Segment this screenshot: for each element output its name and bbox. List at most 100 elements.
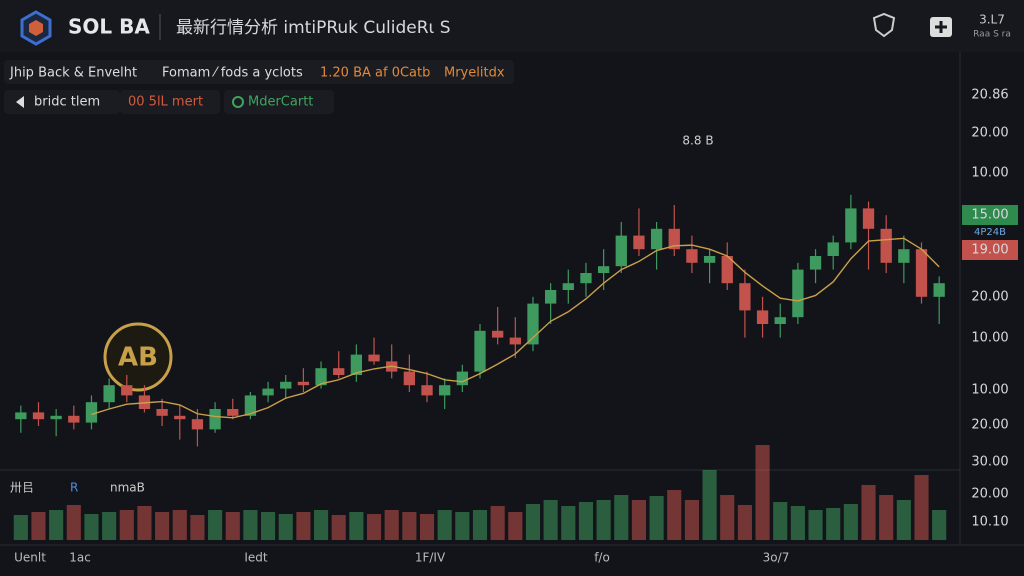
volume-bar bbox=[525, 504, 541, 540]
volume-bar bbox=[631, 500, 647, 540]
candle-body bbox=[156, 409, 168, 416]
back-icon bbox=[16, 96, 24, 108]
price-label: 20.00 bbox=[971, 487, 1008, 502]
toolbar-row-1 bbox=[4, 60, 514, 84]
candle-body bbox=[562, 283, 574, 290]
volume-bar bbox=[543, 500, 558, 540]
tool-item[interactable]: 1.20 BA af 0Catb bbox=[320, 66, 430, 81]
candle-body bbox=[509, 337, 521, 345]
volume-bar bbox=[208, 510, 223, 540]
price-label: 4P24B bbox=[974, 227, 1006, 238]
volume-bar bbox=[366, 514, 382, 540]
tool-item[interactable]: Jhip Back & Envelht bbox=[9, 66, 137, 81]
volume-bar bbox=[419, 514, 435, 540]
candle-body bbox=[492, 330, 504, 338]
candle-body bbox=[580, 273, 592, 284]
candle-body bbox=[32, 412, 45, 420]
tool-item[interactable]: 00 5lL mert bbox=[128, 95, 203, 110]
volume-bar bbox=[649, 496, 664, 540]
volume-bar bbox=[826, 508, 841, 540]
candle-body bbox=[121, 385, 133, 396]
corner-value: 3.L7 bbox=[979, 13, 1005, 27]
volume-legend: nmaB bbox=[110, 481, 145, 495]
candle-body bbox=[933, 283, 945, 297]
candle-body bbox=[103, 385, 115, 403]
volume-bar bbox=[561, 506, 576, 540]
volume-legend: R bbox=[70, 481, 78, 495]
volume-bar bbox=[702, 470, 717, 540]
volume-bar bbox=[313, 510, 329, 540]
volume-bar bbox=[773, 502, 788, 540]
annotation: 8.8 B bbox=[682, 134, 713, 148]
volume-bar bbox=[472, 510, 488, 540]
toolbar-chip[interactable] bbox=[4, 90, 120, 114]
volume-bar bbox=[843, 504, 858, 540]
candle-body bbox=[668, 228, 680, 250]
price-label: 10.00 bbox=[971, 383, 1008, 398]
candle-body bbox=[650, 228, 663, 250]
volume-bar bbox=[861, 485, 876, 540]
candle-body bbox=[191, 419, 204, 430]
candle-body bbox=[85, 402, 98, 423]
volume-bar bbox=[49, 510, 64, 540]
volume-bar bbox=[13, 515, 28, 540]
watermark-coin bbox=[103, 322, 173, 392]
time-label: Uenlt bbox=[14, 551, 46, 565]
price-label: 19.00 bbox=[971, 243, 1008, 258]
candle-body bbox=[739, 283, 751, 311]
volume-bar bbox=[261, 512, 276, 540]
candle-body bbox=[421, 385, 433, 396]
candle-body bbox=[280, 381, 292, 389]
candle-body bbox=[721, 256, 733, 284]
volume-bar bbox=[596, 500, 611, 540]
candle-body bbox=[898, 249, 910, 263]
candle-body bbox=[227, 409, 239, 416]
volume-bar bbox=[402, 512, 417, 540]
candle-body bbox=[209, 409, 221, 430]
time-label: 1F/IV bbox=[415, 551, 446, 565]
volume-bar bbox=[349, 512, 364, 540]
candle-body bbox=[544, 290, 557, 304]
page-title: 最新行情分析 imtiPRuk CulideRι S bbox=[176, 18, 451, 38]
volume-bar bbox=[102, 512, 117, 540]
logo-core bbox=[29, 20, 43, 36]
tool-item[interactable]: bridc tlem bbox=[34, 95, 100, 110]
chart-icon bbox=[232, 96, 244, 108]
header-bar bbox=[0, 0, 1024, 52]
shield-icon[interactable] bbox=[872, 12, 896, 38]
volume-bar bbox=[614, 495, 629, 540]
volume-bar bbox=[225, 512, 240, 540]
tool-item[interactable]: Mryelitdx bbox=[444, 66, 505, 81]
candle-body bbox=[350, 354, 363, 375]
toolbar-chip[interactable] bbox=[120, 90, 220, 114]
volume-bar bbox=[31, 512, 46, 540]
volume-bar bbox=[119, 510, 134, 540]
volume-bar bbox=[808, 510, 823, 540]
tool-item[interactable]: MderCartt bbox=[248, 95, 313, 110]
price-badge bbox=[962, 240, 1018, 260]
candle-body bbox=[633, 235, 645, 250]
candle-body bbox=[262, 388, 274, 396]
candle-body bbox=[315, 368, 327, 386]
time-label: 1ac bbox=[69, 551, 91, 565]
candle-body bbox=[597, 266, 610, 273]
volume-bar bbox=[331, 515, 346, 540]
volume-bar bbox=[684, 500, 699, 540]
price-badge bbox=[962, 205, 1018, 225]
brand: SOL BA bbox=[68, 15, 150, 39]
tool-item[interactable]: Fomam ⁄ fods a yclots bbox=[162, 66, 303, 81]
candle-body bbox=[845, 208, 857, 243]
volume-bar bbox=[278, 514, 293, 540]
volume-bar bbox=[437, 510, 452, 540]
candle-body bbox=[827, 242, 839, 256]
price-label: 20.00 bbox=[971, 290, 1008, 305]
toolbar-chip[interactable] bbox=[224, 90, 334, 114]
volume-bar bbox=[172, 510, 187, 540]
volume-bar bbox=[932, 510, 947, 540]
price-label: 20.86 bbox=[971, 88, 1008, 103]
volume-bar bbox=[296, 512, 311, 540]
price-label: 10.00 bbox=[971, 166, 1008, 181]
candle-body bbox=[174, 415, 186, 420]
